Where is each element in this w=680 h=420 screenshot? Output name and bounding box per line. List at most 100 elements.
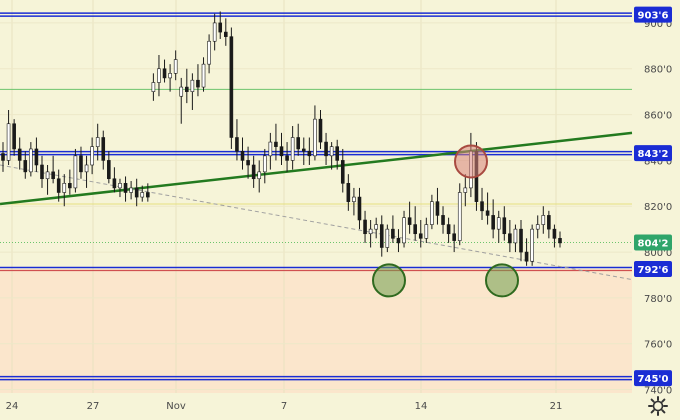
price-badge-bg [634,370,672,387]
candle-body [257,171,262,180]
candle-body [558,238,562,244]
candle-body [535,224,540,230]
y-tick-label: 880'0 [644,65,672,76]
x-tick-label: 14 [415,401,428,412]
candle-86 [480,187,484,220]
candle-7 [40,155,44,188]
candle-13 [73,148,78,193]
settings-icon[interactable] [647,395,669,417]
x-tick-label: 24 [6,401,19,412]
candle-34 [190,73,195,110]
candle-8 [45,164,50,195]
candle-body [151,82,156,92]
candle-62 [346,174,351,211]
candle-54 [301,137,306,165]
time-axis-background [0,393,632,420]
candle-body [118,183,122,189]
candle-36 [201,57,206,92]
candle-body [212,22,217,42]
candle-26 [146,183,150,202]
candle-95 [530,224,534,266]
candle-body [79,155,83,173]
candle-body [168,73,172,79]
candle-body [68,183,72,189]
candle-17 [95,123,100,161]
candle-body [268,141,273,157]
candle-72 [402,210,406,248]
candle-70 [391,215,395,243]
candle-50 [279,132,284,165]
candle-59 [329,142,334,170]
candle-body [173,59,178,74]
candle-63 [352,187,356,216]
candle-body [73,155,78,189]
candle-body [40,164,44,180]
candle-1 [6,109,11,165]
candle-body [190,79,195,92]
candle-20 [112,167,117,193]
candle-body [541,215,546,225]
marker-circle-2 [485,263,519,298]
candle-82 [457,183,462,246]
candle-28 [157,54,161,97]
candle-99 [552,224,557,248]
candle-55 [307,137,312,165]
candle-87 [485,192,490,225]
candle-body [318,118,323,143]
candle-body [62,183,67,193]
x-tick-label: Nov [166,401,186,412]
candle-body [129,187,133,193]
candle-body [519,228,523,253]
candle-43 [240,137,245,170]
x-tick-label: 27 [87,401,100,412]
y-tick-label: 820'0 [644,202,672,213]
candle-body [407,217,412,225]
candle-body [207,40,211,65]
candle-body [51,171,55,180]
trendline-support [0,131,633,206]
candle-body [1,153,5,161]
candle-90 [502,206,507,241]
price-badge-bg [634,145,672,162]
candle-75 [418,219,423,248]
candle-body [134,187,139,198]
candle-19 [107,151,111,184]
candle-65 [363,210,367,243]
candle-body [513,228,518,244]
candle-body [480,201,484,212]
candle-body [340,160,345,184]
candle-body [146,192,150,198]
candle-body [379,224,384,248]
candle-body [335,146,340,161]
candle-body [285,155,289,161]
candle-91 [508,219,512,253]
candle-73 [407,201,412,234]
candle-51 [285,142,289,172]
candle-39 [218,11,223,39]
price-badge-bg [634,234,672,251]
candle-body [313,118,317,157]
candle-61 [340,148,345,193]
candle-57 [318,109,323,149]
candle-30 [168,64,172,92]
candle-body [418,233,423,239]
candle-35 [196,64,200,97]
marker-circle-1 [372,263,406,298]
price-badge: 792'6 [634,261,672,278]
candle-body [290,137,295,161]
price-badge-bg [634,6,672,23]
candle-body [185,86,189,92]
candle-body [363,219,367,235]
candle-46 [257,160,262,193]
candle-15 [84,155,89,188]
y-tick-label: 760'0 [644,340,672,351]
candle-body [246,160,250,166]
candle-body [29,148,33,173]
candle-71 [396,229,401,253]
candle-body [346,183,351,202]
candle-body [34,148,39,166]
candle-body [201,63,206,88]
candle-body [45,171,50,180]
candle-11 [62,174,67,207]
candle-body [424,224,429,239]
